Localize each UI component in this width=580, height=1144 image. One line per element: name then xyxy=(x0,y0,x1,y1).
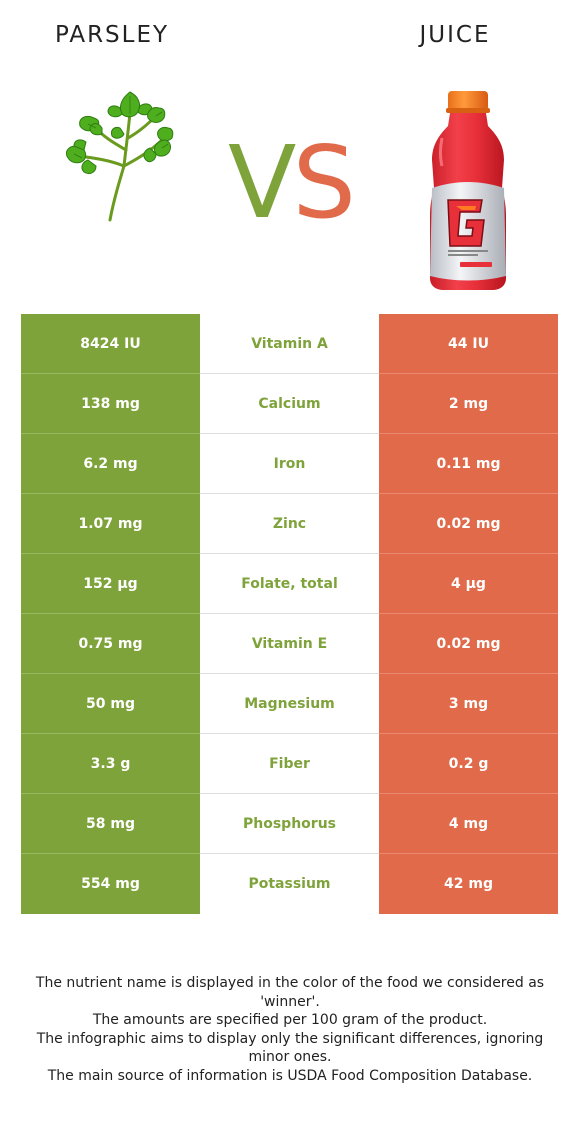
nutrient-row: 3.3 g Fiber 0.2 g xyxy=(21,733,558,794)
left-value-cell: 50 mg xyxy=(21,673,200,734)
nutrient-name-cell: Vitamin A xyxy=(200,314,379,374)
nutrient-row: 50 mg Magnesium 3 mg xyxy=(21,673,558,734)
footnote-line: The infographic aims to display only the… xyxy=(36,1030,544,1066)
left-value-cell: 0.75 mg xyxy=(21,613,200,674)
right-value-cell: 42 mg xyxy=(379,853,558,914)
left-food-title: PARSLEY xyxy=(54,22,170,48)
right-value-cell: 44 IU xyxy=(379,314,558,374)
left-value-cell: 58 mg xyxy=(21,793,200,854)
nutrient-row: 1.07 mg Zinc 0.02 mg xyxy=(21,493,558,554)
nutrient-name-cell: Magnesium xyxy=(200,673,379,734)
right-value-cell: 0.02 mg xyxy=(379,613,558,674)
nutrient-name-cell: Zinc xyxy=(200,493,379,554)
right-value-cell: 4 mg xyxy=(379,793,558,854)
right-food-title: JUICE xyxy=(419,22,491,48)
nutrient-name-cell: Calcium xyxy=(200,373,379,434)
nutrient-name-cell: Vitamin E xyxy=(200,613,379,674)
left-value-cell: 554 mg xyxy=(21,853,200,914)
nutrient-row: 152 µg Folate, total 4 µg xyxy=(21,553,558,614)
footnote: The nutrient name is displayed in the co… xyxy=(16,974,564,1085)
vs-label: VS xyxy=(222,133,358,233)
right-value-cell: 0.11 mg xyxy=(379,433,558,494)
vs-v: V xyxy=(228,124,296,241)
nutrient-row: 58 mg Phosphorus 4 mg xyxy=(21,793,558,854)
vs-s: S xyxy=(292,124,356,241)
footnote-line: The main source of information is USDA F… xyxy=(47,1067,533,1084)
nutrient-comparison-table: 8424 IU Vitamin A 44 IU 138 mg Calcium 2 mg 6.… xyxy=(21,314,558,914)
nutrient-row: 6.2 mg Iron 0.11 mg xyxy=(21,433,558,494)
footnote-line: The amounts are specified per 100 gram o… xyxy=(92,1012,488,1028)
nutrient-name-cell: Phosphorus xyxy=(200,793,379,854)
right-value-cell: 3 mg xyxy=(379,673,558,734)
nutrient-row: 8424 IU Vitamin A 44 IU xyxy=(21,314,558,374)
right-value-cell: 0.02 mg xyxy=(379,493,558,554)
footnote-line: The nutrient name is displayed in the co… xyxy=(35,975,545,1010)
left-value-cell: 6.2 mg xyxy=(21,433,200,494)
left-value-cell: 152 µg xyxy=(21,553,200,614)
left-value-cell: 1.07 mg xyxy=(21,493,200,554)
nutrient-name-cell: Iron xyxy=(200,433,379,494)
right-value-cell: 4 µg xyxy=(379,553,558,614)
nutrient-name-cell: Potassium xyxy=(200,853,379,914)
left-value-cell: 8424 IU xyxy=(21,314,200,374)
right-value-cell: 0.2 g xyxy=(379,733,558,794)
nutrient-name-cell: Fiber xyxy=(200,733,379,794)
nutrient-row: 554 mg Potassium 42 mg xyxy=(21,853,558,914)
nutrient-row: 138 mg Calcium 2 mg xyxy=(21,373,558,434)
nutrient-row: 0.75 mg Vitamin E 0.02 mg xyxy=(21,613,558,674)
juice-bottle-icon xyxy=(430,91,506,290)
left-value-cell: 138 mg xyxy=(21,373,200,434)
right-value-cell: 2 mg xyxy=(379,373,558,434)
nutrient-name-cell: Folate, total xyxy=(200,553,379,614)
left-value-cell: 3.3 g xyxy=(21,733,200,794)
parsley-icon xyxy=(65,91,174,222)
